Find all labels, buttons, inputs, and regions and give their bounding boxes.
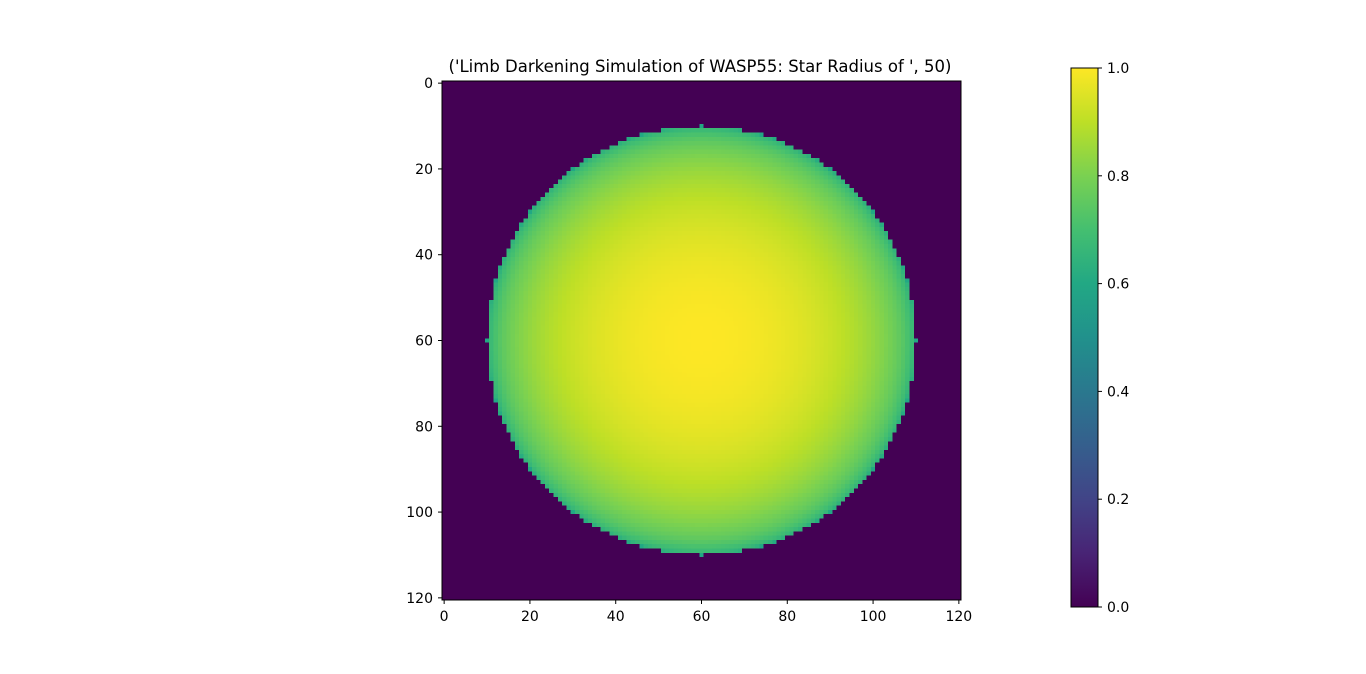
x-tick-label: 100	[860, 609, 887, 625]
y-tick-label: 60	[415, 334, 433, 350]
colorbar-frame	[1070, 67, 1099, 608]
y-tick-label: 40	[415, 248, 433, 264]
x-tick-label: 40	[607, 609, 625, 625]
colorbar-tick-label: 0.0	[1107, 600, 1129, 616]
colorbar-tick-label: 1.0	[1107, 61, 1129, 77]
colorbar-tick-label: 0.6	[1107, 277, 1129, 293]
y-tick-label: 100	[406, 505, 433, 521]
colorbar-tick-label: 0.2	[1107, 492, 1129, 508]
chart-title: ('Limb Darkening Simulation of WASP55: S…	[449, 57, 952, 76]
x-tick-label: 60	[693, 609, 711, 625]
heatmap-image	[442, 81, 961, 600]
colorbar-ticks: 0.0 0.2 0.4 0.6 0.8 1.0	[1098, 61, 1129, 616]
colorbar-tick-label: 0.8	[1107, 169, 1129, 185]
y-tick-label: 20	[415, 162, 433, 178]
heatmap-plot	[441, 80, 962, 601]
x-axis: 0 20 40 60 80 100 120	[440, 600, 972, 625]
x-tick-label: 80	[778, 609, 796, 625]
colorbar-tick-label: 0.4	[1107, 384, 1129, 400]
y-axis: 0 20 40 60 80 100 120	[406, 76, 442, 607]
y-tick-label: 120	[406, 591, 433, 607]
colorbar: 0.0 0.2 0.4 0.6 0.8 1.0	[1070, 61, 1129, 616]
colorbar-gradient	[1071, 68, 1098, 607]
y-tick-label: 0	[424, 76, 433, 92]
y-tick-label: 80	[415, 419, 433, 435]
x-tick-label: 120	[945, 609, 972, 625]
x-tick-label: 0	[440, 609, 449, 625]
x-tick-label: 20	[521, 609, 539, 625]
